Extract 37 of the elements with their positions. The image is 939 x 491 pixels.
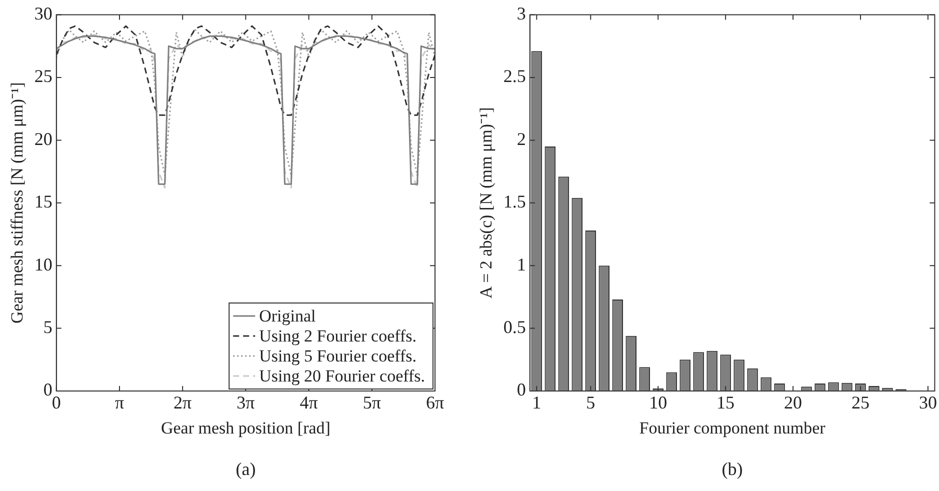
x-tick-label: 5	[586, 392, 596, 413]
y-axis-title: Gear mesh stiffness [N (mm μm)⁻¹]	[8, 82, 27, 324]
legend-label: Using 20 Fourier coeffs.	[259, 366, 426, 386]
y-tick-label: 5	[43, 317, 52, 338]
y-tick-label: 20	[34, 128, 52, 149]
y-tick-label: 2.5	[503, 66, 526, 86]
x-tick-label: 30	[918, 392, 937, 413]
x-tick-label: π	[114, 392, 124, 413]
y-tick-label: 1.5	[503, 192, 526, 212]
y-tick-label: 25	[34, 66, 52, 86]
y-tick-label: 0.5	[503, 317, 526, 338]
x-tick-label: 6π	[426, 392, 444, 413]
x-tick-label: 2π	[174, 392, 192, 413]
legend-label: Using 5 Fourier coeffs.	[259, 346, 417, 366]
y-tick-label: 0	[516, 380, 526, 400]
y-tick-label: 0	[43, 380, 52, 400]
x-tick-label: 10	[649, 392, 668, 413]
x-tick-label: 5π	[362, 392, 381, 413]
legend-label: Using 2 Fourier coeffs.	[259, 326, 417, 346]
y-axis-title: A = 2 abs(c) [N (mm μm)⁻¹]	[476, 107, 496, 299]
y-tick-label: 2	[516, 128, 526, 149]
y-tick-label: 10	[34, 254, 52, 274]
x-tick-label: 1	[532, 392, 542, 413]
x-tick-label: 4π	[300, 392, 318, 413]
y-tick-label: 3	[516, 4, 526, 24]
text: (b)	[722, 459, 743, 479]
legend-label: Original	[259, 306, 316, 326]
x-tick-label: 25	[852, 392, 870, 413]
x-tick-label: 3π	[236, 392, 255, 413]
y-tick-label: 30	[34, 4, 52, 24]
y-tick-label: 1	[516, 254, 526, 274]
x-axis-title: Gear mesh position [rad]	[160, 418, 330, 438]
text: (a)	[236, 459, 256, 479]
y-tick-label: 15	[34, 192, 52, 212]
x-axis-title: Fourier component number	[639, 418, 826, 438]
x-tick-label: 15	[716, 392, 735, 413]
x-tick-label: 20	[784, 392, 802, 413]
